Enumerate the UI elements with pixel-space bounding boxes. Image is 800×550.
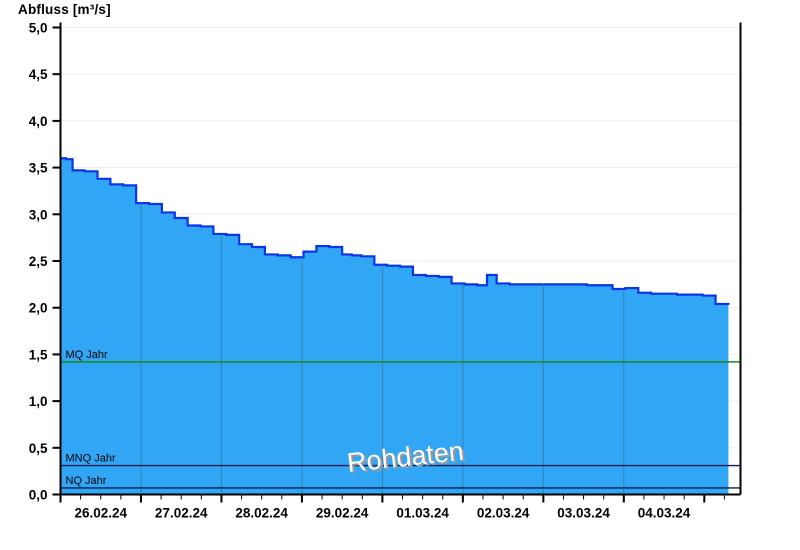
y-tick-label: 0,0 [29, 488, 48, 503]
reference-label-mq-jahr: MQ Jahr [66, 349, 109, 361]
y-tick-label: 0,5 [29, 441, 48, 456]
y-tick-label: 1,5 [29, 347, 48, 362]
chart-axis-title: Abfluss [m³/s] [18, 2, 111, 17]
x-tick-label: 02.03.24 [477, 506, 530, 521]
x-tick-label: 28.02.24 [235, 506, 288, 521]
reference-lines-group: MQ Jahr MNQ Jahr NQ Jahr [60, 349, 741, 489]
x-tick-label: 29.02.24 [316, 506, 369, 521]
y-tick-label: 4,5 [29, 67, 48, 82]
area-series-group [60, 157, 730, 495]
discharge-area-fill [60, 158, 729, 495]
x-tick-label: 27.02.24 [155, 506, 208, 521]
x-tick-label: 26.02.24 [74, 506, 127, 521]
y-tick-label: 1,0 [29, 394, 48, 409]
x-tick-label: 01.03.24 [396, 506, 449, 521]
x-tick-label: 03.03.24 [557, 506, 610, 521]
y-axis-ticks-group: 0,0 0,5 1,0 1,5 2,0 2,5 3,0 3,5 4,0 4,5 5,0 [29, 21, 61, 503]
axes-group [59, 22, 742, 496]
x-axis-ticks-group: 26.02.24 27.02.24 28.02.24 29.02.24 01.03.24… [59, 494, 725, 521]
x-tick-label: 04.03.24 [638, 506, 691, 521]
y-tick-label: 4,0 [29, 114, 48, 129]
y-tick-label: 2,5 [29, 254, 48, 269]
day-separator-group [140, 203, 625, 495]
y-tick-label: 3,0 [29, 207, 48, 222]
reference-label-mnq-jahr: MNQ Jahr [66, 453, 116, 465]
y-tick-label: 3,5 [29, 161, 48, 176]
discharge-line [60, 157, 730, 306]
y-tick-label: 2,0 [29, 301, 48, 316]
reference-label-nq-jahr: NQ Jahr [66, 475, 107, 487]
y-tick-label: 5,0 [29, 21, 48, 36]
